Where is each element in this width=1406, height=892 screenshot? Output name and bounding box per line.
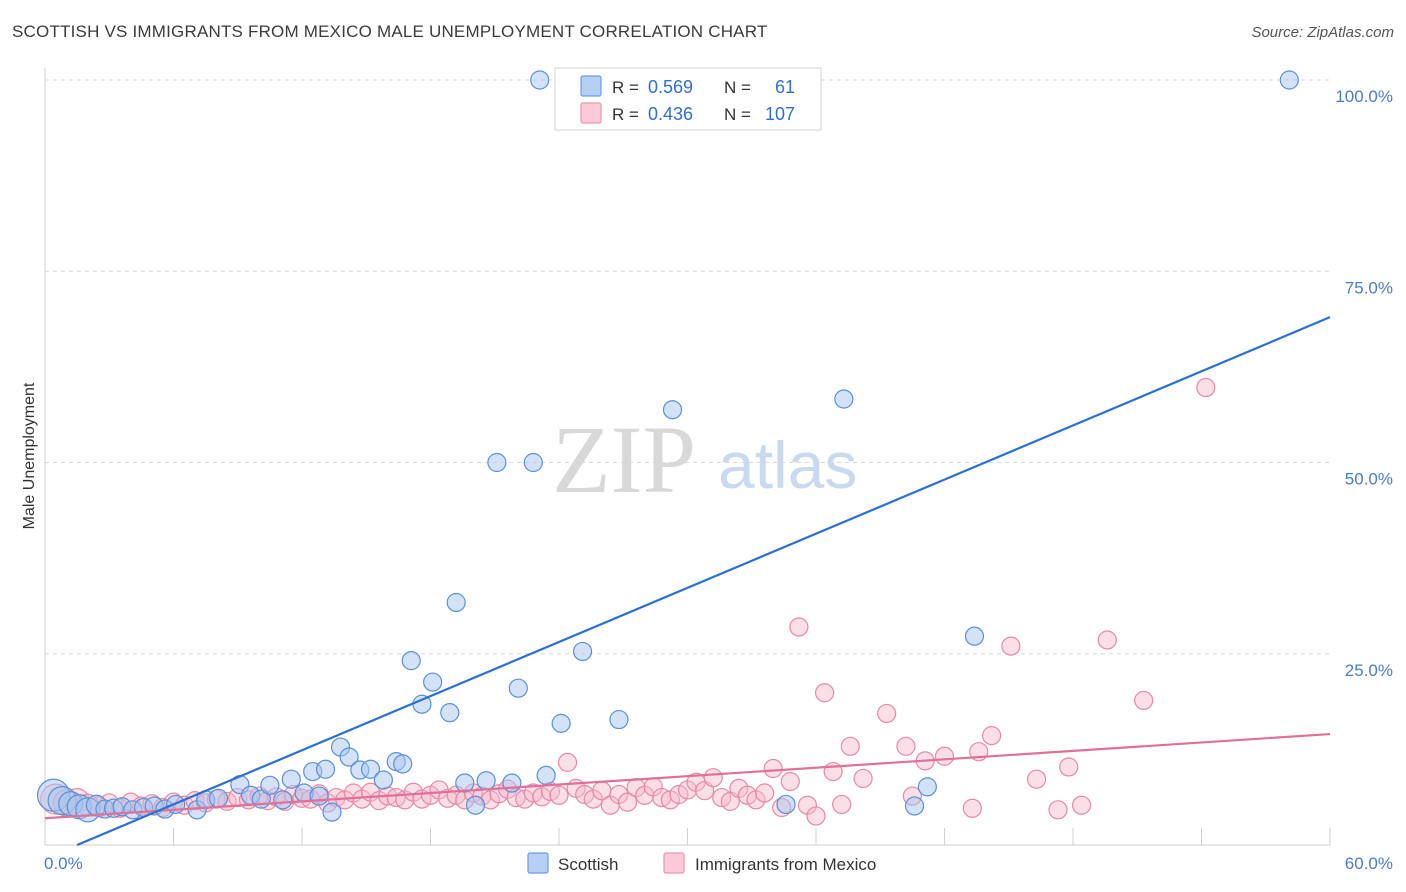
legend-n-label-scottish: N = xyxy=(724,78,751,97)
scottish-point xyxy=(834,389,854,409)
y-tick-label: 75.0% xyxy=(1345,278,1393,297)
legend-n-value-mexico: 107 xyxy=(765,104,795,124)
watermark-zip: ZIP xyxy=(552,406,696,513)
watermark-atlas: atlas xyxy=(718,428,857,502)
scottish-point xyxy=(662,400,683,420)
mexico-point xyxy=(557,752,578,772)
scottish-point xyxy=(476,771,496,791)
legend-n-value-scottish: 61 xyxy=(775,77,795,97)
scottish-point xyxy=(917,777,937,797)
scottish-point xyxy=(315,759,336,779)
x-tick-labels: 0.0% 60.0% xyxy=(44,854,1393,873)
scottish-point xyxy=(322,802,342,822)
mexico-point xyxy=(1026,769,1047,789)
y-axis-label: Male Unemployment xyxy=(21,382,38,529)
scottish-point xyxy=(536,765,556,785)
mexico-point xyxy=(1001,636,1021,656)
watermark: ZIP atlas xyxy=(552,406,857,513)
chart-title: SCOTTISH VS IMMIGRANTS FROM MEXICO MALE … xyxy=(12,22,768,41)
legend-r-label-mexico: R = xyxy=(612,105,639,124)
mexico-point xyxy=(877,703,897,724)
scottish-trend-line xyxy=(76,316,1331,847)
scottish-point xyxy=(393,754,413,774)
mexico-point xyxy=(617,792,638,812)
mexico-point xyxy=(853,768,873,789)
scottish-point xyxy=(401,651,421,671)
scottish-point xyxy=(440,703,460,723)
y-tick-label: 25.0% xyxy=(1345,661,1393,680)
mexico-point xyxy=(1071,795,1092,815)
mexico-point xyxy=(669,784,689,805)
legend-n-label-mexico: N = xyxy=(724,105,751,124)
mexico-point xyxy=(1048,800,1068,820)
correlation-legend: R = 0.569 N = 61 R = 0.436 N = 107 xyxy=(554,67,822,131)
scottish-point xyxy=(465,795,486,815)
x-tick-label: 60.0% xyxy=(1345,854,1393,873)
legend-bottom-label-mexico: Immigrants from Mexico xyxy=(695,855,876,874)
legend-r-value-mexico: 0.436 xyxy=(648,104,693,124)
scottish-point xyxy=(487,452,507,473)
mexico-point xyxy=(763,758,783,779)
legend-r-label-scottish: R = xyxy=(612,78,639,97)
legend-bottom-swatch-scottish xyxy=(527,852,549,874)
mexico-point xyxy=(1097,630,1117,650)
scottish-point xyxy=(273,790,293,810)
mexico-point xyxy=(754,783,775,803)
axes xyxy=(44,68,1331,846)
mexico-point xyxy=(896,736,916,756)
mexico-point xyxy=(1134,690,1154,711)
scottish-point xyxy=(455,773,475,793)
scottish-point xyxy=(964,626,985,646)
mexico-point xyxy=(780,771,800,792)
scottish-point xyxy=(309,786,329,806)
scottish-point xyxy=(609,709,629,730)
scottish-point xyxy=(360,759,381,779)
mexico-point xyxy=(1196,377,1216,398)
scottish-point xyxy=(260,775,280,795)
legend-swatch-scottish xyxy=(580,75,602,97)
trend-lines xyxy=(44,316,1331,847)
scottish-point xyxy=(572,641,593,662)
mexico-point xyxy=(806,806,826,826)
scottish-point xyxy=(339,747,359,767)
source-label: Source: ZipAtlas.com xyxy=(1251,24,1394,41)
mexico-point xyxy=(962,798,982,818)
mexico-point xyxy=(840,736,860,756)
scottish-point xyxy=(373,770,393,790)
legend-bottom-label-scottish: Scottish xyxy=(558,855,618,874)
x-tick-label: 0.0% xyxy=(44,854,83,873)
scottish-point xyxy=(508,678,528,698)
y-tick-labels: 25.0% 50.0% 75.0% 100.0% xyxy=(1335,87,1393,680)
scottish-point xyxy=(208,788,229,808)
scottish-point xyxy=(1279,70,1299,90)
legend-bottom-swatch-mexico xyxy=(663,852,685,874)
mexico-trend-line xyxy=(44,732,1331,820)
scottish-point xyxy=(776,794,796,815)
series-legend: Scottish Immigrants from Mexico xyxy=(527,852,876,874)
scottish-point xyxy=(904,796,925,816)
mexico-point xyxy=(549,785,569,805)
mexico-point xyxy=(832,794,852,815)
scottish-point xyxy=(281,769,301,789)
scottish-point xyxy=(523,452,543,473)
legend-r-value-scottish: 0.569 xyxy=(648,77,693,97)
scottish-point xyxy=(530,70,550,90)
scottish-point xyxy=(446,592,466,613)
mexico-point xyxy=(934,746,955,766)
y-tick-label: 50.0% xyxy=(1345,470,1393,489)
mexico-point xyxy=(814,683,835,703)
y-tick-label: 100.0% xyxy=(1335,87,1393,106)
y-gridlines xyxy=(45,79,1330,655)
scottish-point xyxy=(551,713,571,733)
mexico-point xyxy=(789,617,809,637)
scottish-point xyxy=(502,773,522,793)
mexico-point xyxy=(1059,757,1079,777)
legend-swatch-mexico xyxy=(580,102,602,124)
mexico-point xyxy=(703,768,723,788)
scottish-points xyxy=(36,70,1299,823)
mexico-point xyxy=(982,726,1002,746)
scottish-point xyxy=(423,672,443,692)
